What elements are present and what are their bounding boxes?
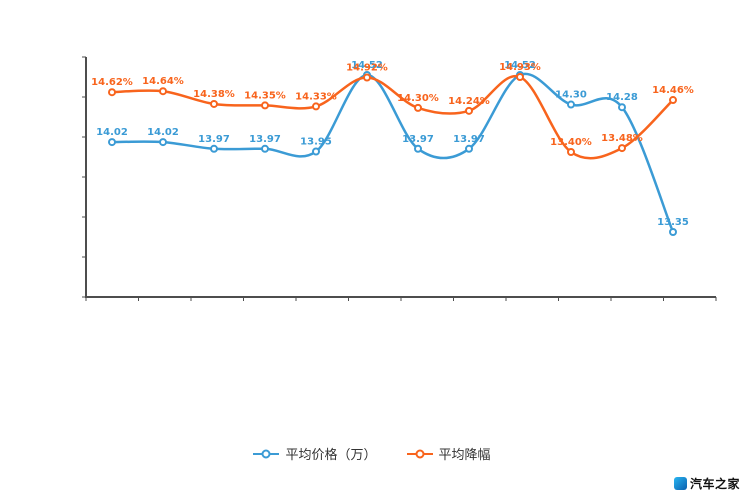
legend-label-average-discount: 平均降幅 [438, 448, 491, 463]
data-point[interactable] [465, 144, 473, 153]
data-point-label: 14.93% [499, 62, 541, 73]
data-point[interactable] [567, 100, 575, 109]
autohome-logo-icon [673, 477, 687, 490]
watermark: 汽车之家 [673, 475, 740, 492]
watermark-text: 汽车之家 [689, 477, 740, 491]
data-point-label: 14.46% [652, 85, 694, 96]
data-point-label: 14.62% [91, 77, 133, 88]
data-point[interactable] [261, 144, 269, 153]
data-point[interactable] [465, 106, 473, 115]
data-point[interactable] [618, 144, 626, 153]
data-point-label: 14.33% [295, 91, 337, 102]
data-point-label: 13.97 [249, 134, 281, 145]
data-point-label: 14.64% [142, 76, 184, 87]
data-point[interactable] [108, 88, 116, 97]
data-point[interactable] [312, 147, 320, 156]
data-point[interactable] [210, 99, 218, 108]
line-marker-icon [406, 449, 433, 458]
data-point-label: 14.52 [504, 60, 536, 71]
data-point[interactable] [669, 228, 677, 236]
data-point-label: 13.97 [402, 134, 434, 145]
data-point[interactable] [363, 73, 371, 82]
legend-label-average-price: 平均价格（万） [285, 448, 377, 463]
data-point-label: 14.30 [555, 90, 587, 101]
line-marker-icon [253, 449, 280, 458]
data-point[interactable] [312, 102, 320, 111]
data-point-label: 13.97 [198, 134, 230, 145]
data-point[interactable] [210, 144, 218, 153]
data-point-label: 14.02 [96, 127, 128, 138]
data-point-label: 14.38% [193, 89, 235, 100]
data-point[interactable] [108, 138, 116, 147]
price-trend-chart: 14.02 14.02 13.97 13.97 13.95 14.52 13.97 13.97… [82, 56, 717, 301]
data-point[interactable] [159, 138, 167, 147]
data-point-label: 14.02 [147, 127, 179, 138]
data-point[interactable] [516, 73, 524, 81]
legend-item-average-price[interactable]: 平均价格（万） [253, 444, 377, 463]
data-point-label: 14.35% [244, 90, 286, 101]
legend-item-average-discount[interactable]: 平均降幅 [406, 444, 491, 463]
data-point-label: 14.24% [448, 96, 490, 107]
data-point[interactable] [618, 103, 626, 112]
data-point-label: 14.52 [351, 60, 383, 71]
data-point-label: 13.35 [657, 217, 689, 228]
data-point-label: 13.97 [453, 134, 485, 145]
data-point-label: 13.40% [550, 137, 592, 148]
data-point[interactable] [669, 96, 677, 105]
data-point-label: 14.28 [606, 92, 638, 103]
data-point[interactable] [261, 101, 269, 110]
data-point[interactable] [159, 87, 167, 96]
data-point-label: 13.95 [300, 136, 332, 147]
data-point[interactable] [414, 103, 422, 112]
chart-legend: 平均价格（万） 平均降幅 [0, 444, 744, 463]
data-point-label: 13.48% [601, 133, 643, 144]
data-point-label: 14.30% [397, 93, 439, 104]
data-point[interactable] [414, 144, 422, 153]
data-point[interactable] [567, 148, 575, 156]
data-point-label: 14.92% [346, 62, 388, 73]
